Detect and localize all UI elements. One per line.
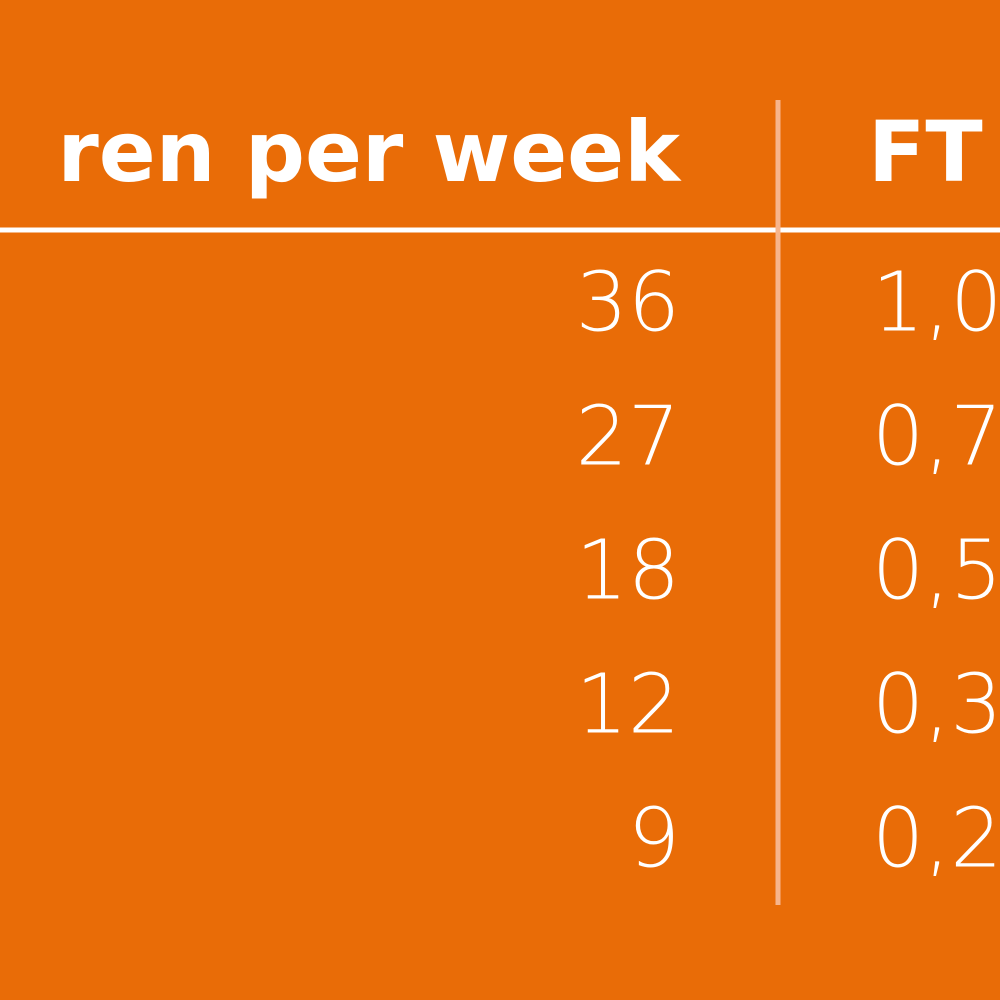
table-cell: 0,7	[872, 390, 1000, 485]
table-cell: 9	[628, 792, 680, 887]
table-cell: 36	[576, 256, 680, 351]
table-cell: 0,3	[872, 658, 1000, 753]
table-cell: 0,2	[872, 792, 1000, 887]
header-cell: ren per week	[57, 103, 682, 201]
table-cell: 27	[576, 390, 680, 485]
table-cell: 12	[576, 658, 680, 753]
header-cell: FT	[868, 103, 983, 201]
table-cell: 18	[576, 524, 680, 619]
table-cell: 0,5	[872, 524, 1000, 619]
table-cell: 1,0	[872, 256, 1000, 351]
